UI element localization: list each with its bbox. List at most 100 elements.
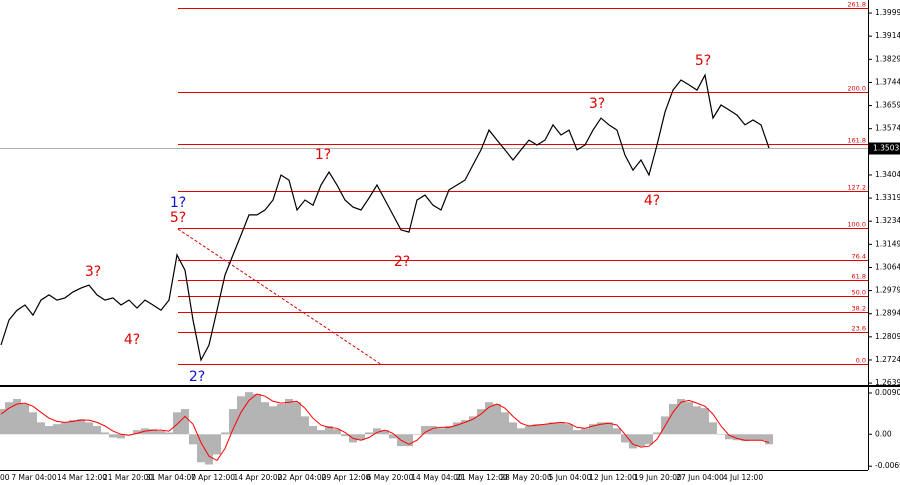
fib-level-label: 127.2: [847, 184, 866, 192]
x-tick-label: 4 Jul 12:00: [723, 473, 763, 482]
histogram-bar: [757, 434, 765, 441]
histogram-bar: [285, 398, 293, 435]
fib-level-label: 76.4: [852, 253, 866, 261]
wave-label: 2?: [394, 254, 410, 270]
x-tick-label: 7 Apr 12:00: [191, 473, 235, 482]
y-tick-label: 1.3319: [875, 193, 900, 202]
wave-label: 4?: [124, 332, 140, 348]
histogram-bar: [565, 424, 573, 435]
histogram-bar: [189, 434, 197, 445]
histogram-bar: [469, 416, 477, 435]
histogram-bar: [525, 426, 533, 435]
histogram-bar: [77, 419, 85, 435]
y-tick-label: 1.3149: [875, 239, 900, 248]
histogram-bar: [149, 429, 157, 435]
histogram-bar: [317, 430, 325, 435]
histogram-bar: [765, 434, 773, 445]
histogram-bar: [701, 408, 709, 435]
x-tick-label: 14 Mar 12:00: [57, 473, 107, 482]
fib-level-label: 261.8: [847, 1, 866, 9]
y-tick-label: 1.3829: [875, 54, 900, 63]
histogram-bar: [605, 422, 613, 435]
histogram-bar: [181, 409, 189, 435]
x-tick-label: 28 May 20:00: [500, 473, 552, 482]
histogram-bar: [325, 426, 333, 435]
fib-level-label: 161.8: [847, 137, 866, 145]
histogram-bar: [733, 434, 741, 441]
last-price-box: [869, 142, 900, 155]
histogram-bar: [597, 422, 605, 435]
fib-level-label: 0.0: [856, 357, 866, 365]
histogram-bar: [333, 429, 341, 435]
histogram-bar: [533, 424, 541, 435]
histogram-bar: [509, 422, 517, 435]
histogram-bar: [125, 434, 133, 435]
histogram-bar: [213, 434, 221, 455]
histogram-bar: [117, 434, 125, 439]
histogram-bar: [629, 434, 637, 449]
x-tick-label: 22 Apr 04:00: [278, 473, 327, 482]
histogram-bar: [541, 424, 549, 435]
histogram-bar: [693, 406, 701, 435]
histogram-bar: [749, 434, 757, 441]
y-tick-label: 1.3234: [875, 216, 900, 225]
histogram-bar: [461, 420, 469, 435]
y-tick-label: 1.2894: [875, 309, 900, 318]
histogram-bar: [229, 409, 237, 435]
y-tick-label: 1.2809: [875, 332, 900, 341]
histogram-bar: [421, 426, 429, 435]
histogram-bar: [669, 404, 677, 435]
histogram-bar: [37, 422, 45, 435]
histogram-bar: [197, 434, 205, 463]
histogram-bar: [245, 392, 253, 435]
histogram-bar: [741, 434, 749, 442]
histogram-bar: [445, 426, 453, 435]
histogram-bar: [69, 420, 77, 435]
y-tick-label: 1.3914: [875, 31, 900, 40]
histogram-bar: [157, 431, 165, 435]
histogram-bar: [637, 434, 645, 447]
x-tick-label: 7 Mar 04:00: [11, 473, 57, 482]
fib-level-label: 50.0: [852, 289, 866, 297]
histogram-bar: [173, 412, 181, 435]
fib-level-label: 100.0: [847, 221, 866, 229]
histogram-bar: [477, 409, 485, 435]
histogram-bar: [717, 434, 725, 435]
fib-level-label: 23.6: [852, 325, 866, 333]
histogram-bar: [133, 430, 141, 435]
histogram-bar: [45, 426, 53, 435]
histogram-bar: [237, 396, 245, 435]
histogram-bar: [709, 422, 717, 435]
wave-label: 1?: [315, 147, 331, 163]
y-tick-label: 1.3659: [875, 101, 900, 110]
histogram-bar: [21, 404, 29, 435]
y-tick-label: 1.3064: [875, 262, 900, 271]
histogram-bar: [653, 432, 661, 435]
histogram-bar: [389, 434, 397, 439]
histogram-bar: [645, 434, 653, 445]
histogram-bar: [621, 434, 629, 443]
y-tick-label: 1.2724: [875, 355, 900, 364]
histogram-bar: [101, 432, 109, 435]
x-tick-label: 29 Apr 12:00: [322, 473, 371, 482]
histogram-bar: [109, 434, 117, 438]
histogram-bar: [493, 404, 501, 435]
x-tick-label: 31 Mar 04:00: [146, 473, 196, 482]
histogram-bar: [5, 402, 13, 435]
x-tick-label: 19 Jun 20:00: [634, 473, 682, 482]
histogram-bar: [501, 412, 509, 435]
histogram-bar: [29, 412, 37, 435]
histogram-bar: [581, 428, 589, 435]
y-tick-label: 1.3574: [875, 124, 900, 133]
histogram-bar: [517, 428, 525, 435]
y-tick-label: 1.3404: [875, 170, 900, 179]
x-tick-label: 21 May 12:00: [456, 473, 508, 482]
histogram-bar: [277, 404, 285, 435]
histogram-bar: [13, 398, 21, 435]
histogram-bar: [221, 432, 229, 435]
histogram-bar: [93, 426, 101, 435]
x-tick-label: 21 Mar 20:00: [103, 473, 153, 482]
histogram-bar: [53, 424, 61, 435]
wave-label: 4?: [644, 193, 660, 209]
